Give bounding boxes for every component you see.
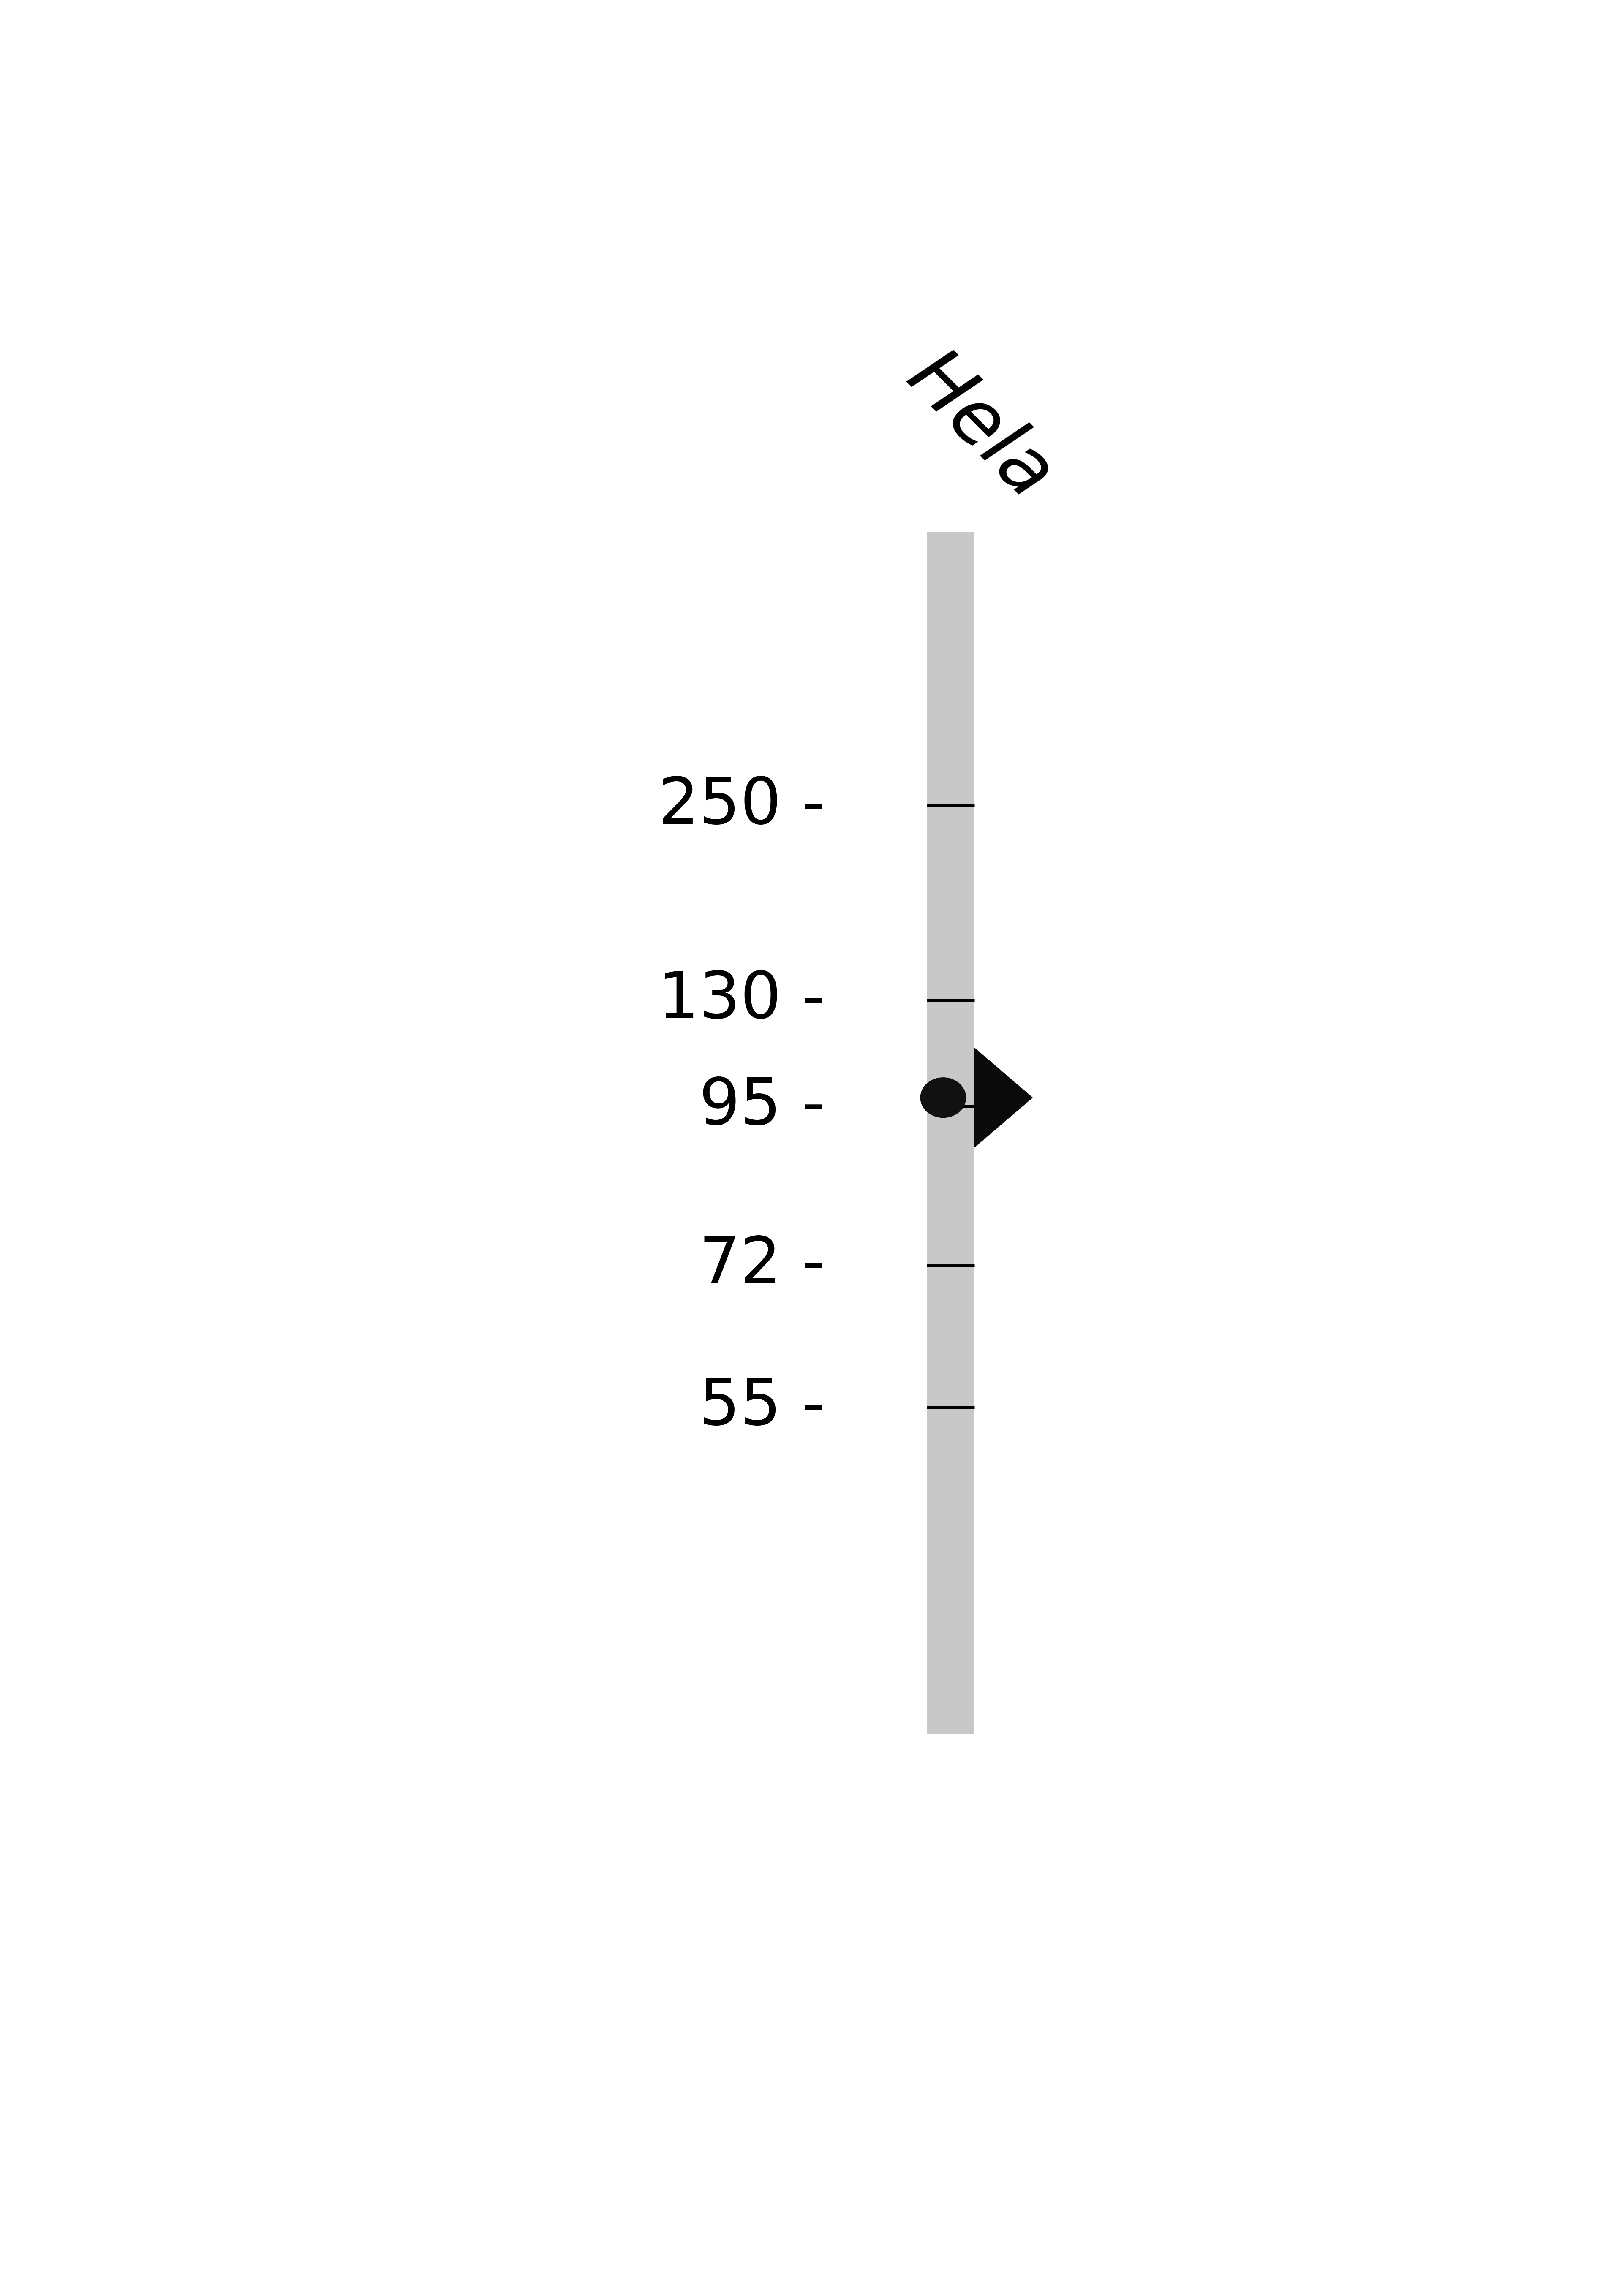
Text: 250 -: 250 - <box>659 774 826 838</box>
Ellipse shape <box>921 1077 965 1118</box>
Text: 72 -: 72 - <box>699 1233 826 1297</box>
Text: 95 -: 95 - <box>699 1075 826 1139</box>
Polygon shape <box>975 1047 1032 1148</box>
Text: 130 -: 130 - <box>659 969 826 1031</box>
Bar <box>926 533 975 1733</box>
Text: 55 -: 55 - <box>699 1375 826 1440</box>
Text: Hela: Hela <box>892 340 1067 514</box>
